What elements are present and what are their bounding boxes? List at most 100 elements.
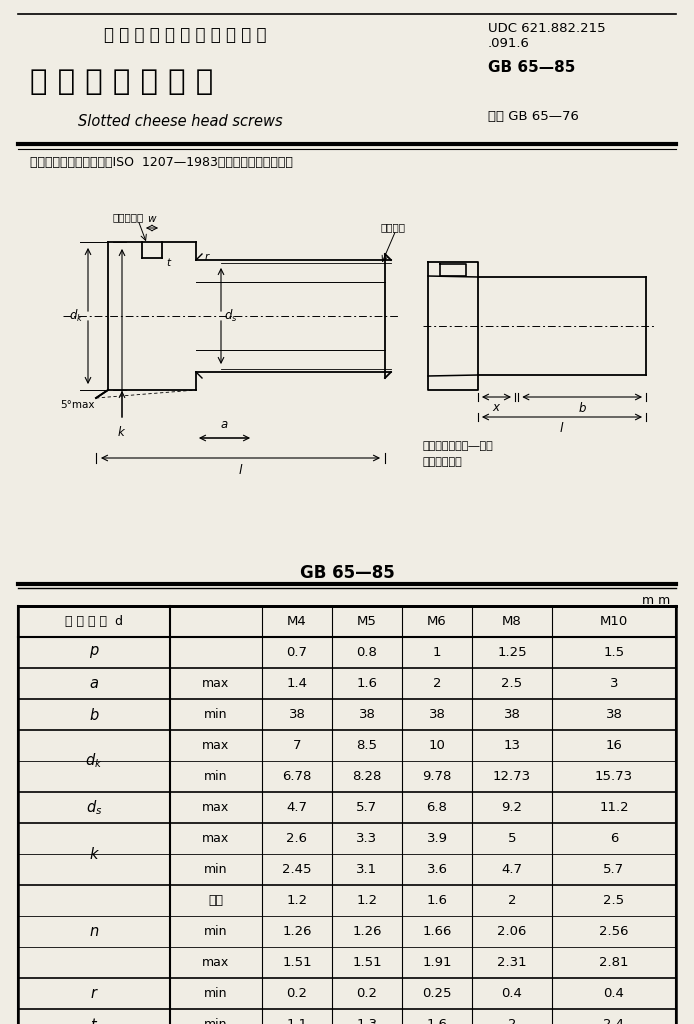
Text: 2: 2 <box>508 1018 516 1024</box>
Text: 38: 38 <box>289 708 305 721</box>
Text: $r$: $r$ <box>204 251 211 262</box>
Text: min: min <box>204 925 228 938</box>
Text: $a$: $a$ <box>89 676 99 691</box>
Text: 10: 10 <box>429 739 446 752</box>
Text: 6.78: 6.78 <box>282 770 312 783</box>
Text: UDC 621.882.215: UDC 621.882.215 <box>488 22 606 35</box>
Text: 圆的或平的: 圆的或平的 <box>113 212 144 222</box>
Text: $t$: $t$ <box>90 1017 98 1024</box>
Text: 辗制末端: 辗制末端 <box>381 222 406 232</box>
Text: min: min <box>204 770 228 783</box>
Text: $d_k$: $d_k$ <box>85 752 103 770</box>
Text: $l$: $l$ <box>559 421 565 435</box>
Text: 11.2: 11.2 <box>599 801 629 814</box>
Text: 3.6: 3.6 <box>427 863 448 876</box>
Text: max: max <box>203 956 230 969</box>
Text: $k$: $k$ <box>89 846 99 862</box>
Text: $t$: $t$ <box>166 256 172 268</box>
Text: 2.06: 2.06 <box>498 925 527 938</box>
Text: M5: M5 <box>357 615 377 628</box>
Text: 5.7: 5.7 <box>357 801 378 814</box>
Text: min: min <box>204 708 228 721</box>
Text: 无螺纹部分杆径―中径: 无螺纹部分杆径―中径 <box>423 441 493 451</box>
Text: 2.5: 2.5 <box>502 677 523 690</box>
Text: 0.4: 0.4 <box>502 987 523 1000</box>
Text: $p$: $p$ <box>89 644 99 660</box>
Text: $r$: $r$ <box>90 986 99 1001</box>
Text: 2.31: 2.31 <box>497 956 527 969</box>
Text: 1.25: 1.25 <box>497 646 527 659</box>
Text: .091.6: .091.6 <box>488 37 530 50</box>
Text: 5: 5 <box>508 831 516 845</box>
Text: 38: 38 <box>359 708 375 721</box>
Text: 公称: 公称 <box>208 894 223 907</box>
Text: 1.66: 1.66 <box>423 925 452 938</box>
Text: M6: M6 <box>427 615 447 628</box>
Text: 中 华 人 民 共 和 国 国 家 标 准: 中 华 人 民 共 和 国 国 家 标 准 <box>103 26 266 44</box>
Text: 3.1: 3.1 <box>357 863 378 876</box>
Text: 2: 2 <box>433 677 441 690</box>
Text: 2.6: 2.6 <box>287 831 307 845</box>
Text: 1.5: 1.5 <box>604 646 625 659</box>
Text: 或＝螺纹大径: 或＝螺纹大径 <box>423 457 463 467</box>
Text: M4: M4 <box>287 615 307 628</box>
Text: 0.2: 0.2 <box>287 987 307 1000</box>
Text: 15.73: 15.73 <box>595 770 633 783</box>
Text: 38: 38 <box>606 708 623 721</box>
Text: 1.51: 1.51 <box>282 956 312 969</box>
Text: 9.2: 9.2 <box>502 801 523 814</box>
Text: 0.8: 0.8 <box>357 646 378 659</box>
Text: 1.1: 1.1 <box>287 1018 307 1024</box>
Text: 3: 3 <box>610 677 618 690</box>
Text: 0.4: 0.4 <box>604 987 625 1000</box>
Text: $x$: $x$ <box>492 401 501 414</box>
Text: 1: 1 <box>433 646 441 659</box>
Text: 1.6: 1.6 <box>427 1018 448 1024</box>
Text: 0.7: 0.7 <box>287 646 307 659</box>
Text: 6.8: 6.8 <box>427 801 448 814</box>
Text: GB 65—85: GB 65—85 <box>300 564 394 582</box>
Text: 2.81: 2.81 <box>599 956 629 969</box>
Text: $d_s$: $d_s$ <box>86 798 102 817</box>
Text: 2.5: 2.5 <box>604 894 625 907</box>
Text: 8.5: 8.5 <box>357 739 378 752</box>
Text: max: max <box>203 739 230 752</box>
Text: 1.51: 1.51 <box>352 956 382 969</box>
Text: 3.9: 3.9 <box>427 831 448 845</box>
Text: $l$: $l$ <box>238 463 243 477</box>
Text: 2: 2 <box>508 894 516 907</box>
Text: GB 65—85: GB 65—85 <box>488 60 575 75</box>
Text: 1.26: 1.26 <box>353 925 382 938</box>
Text: m m: m m <box>642 594 670 607</box>
Text: 13: 13 <box>504 739 520 752</box>
Text: 9.78: 9.78 <box>423 770 452 783</box>
Text: 4.7: 4.7 <box>502 863 523 876</box>
Text: 1.2: 1.2 <box>287 894 307 907</box>
Text: 1.26: 1.26 <box>282 925 312 938</box>
Text: max: max <box>203 677 230 690</box>
Text: 3.3: 3.3 <box>357 831 378 845</box>
Text: 1.3: 1.3 <box>357 1018 378 1024</box>
Text: 1.6: 1.6 <box>427 894 448 907</box>
Text: $a$: $a$ <box>220 418 228 431</box>
Text: 16: 16 <box>606 739 623 752</box>
Text: 8.28: 8.28 <box>353 770 382 783</box>
Text: max: max <box>203 831 230 845</box>
Text: $n$: $n$ <box>89 924 99 939</box>
Text: 7: 7 <box>293 739 301 752</box>
Text: $b$: $b$ <box>89 707 99 723</box>
Text: 38: 38 <box>429 708 446 721</box>
Text: 2.4: 2.4 <box>604 1018 625 1024</box>
Text: M10: M10 <box>600 615 628 628</box>
Text: 0.25: 0.25 <box>422 987 452 1000</box>
Text: 5.7: 5.7 <box>604 863 625 876</box>
Text: $b$: $b$ <box>577 401 586 415</box>
Text: 本标准等效采用国际标准ISO  1207—1983《开槽圆柱头螺钉》。: 本标准等效采用国际标准ISO 1207—1983《开槽圆柱头螺钉》。 <box>30 156 293 169</box>
Text: 1.2: 1.2 <box>357 894 378 907</box>
Text: 代替 GB 65—76: 代替 GB 65—76 <box>488 110 579 123</box>
Text: $k$: $k$ <box>117 425 126 439</box>
Text: max: max <box>203 801 230 814</box>
Text: 2.56: 2.56 <box>599 925 629 938</box>
Text: 12.73: 12.73 <box>493 770 531 783</box>
Text: $d_s$: $d_s$ <box>224 308 237 324</box>
